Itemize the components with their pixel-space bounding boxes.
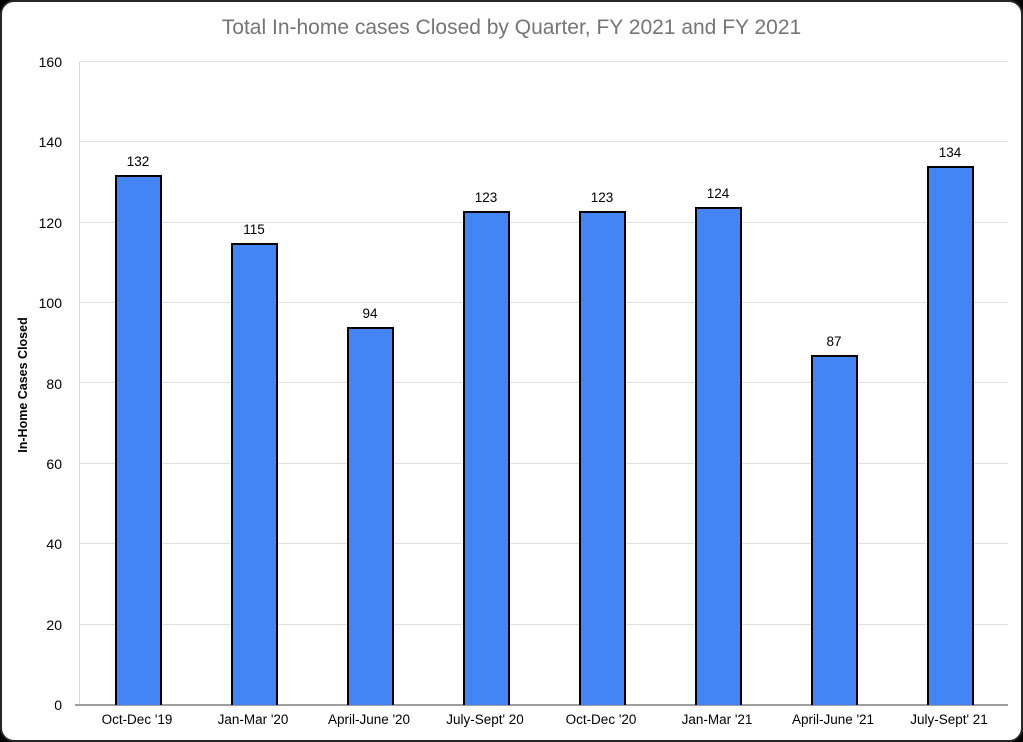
bar-value-label: 115 bbox=[243, 222, 265, 237]
bar-value-label: 132 bbox=[126, 154, 150, 169]
gridline-y-120 bbox=[80, 222, 1008, 223]
gridline-y-60 bbox=[80, 463, 1008, 464]
x-axis-label: July-Sept' 21 bbox=[910, 712, 988, 727]
bar-value-label: 123 bbox=[590, 190, 614, 205]
y-tick-label: 140 bbox=[38, 134, 62, 151]
bar-July-Sept' 20 bbox=[463, 211, 510, 705]
chart-title: Total In-home cases Closed by Quarter, F… bbox=[221, 16, 802, 39]
gridline-y-160 bbox=[80, 61, 1008, 62]
gridline-y-140 bbox=[80, 141, 1008, 142]
y-tick-label: 0 bbox=[54, 697, 62, 713]
y-tick-label: 20 bbox=[46, 616, 62, 633]
x-axis-label: Oct-Dec '20 bbox=[565, 712, 637, 727]
y-tick-label: 160 bbox=[38, 54, 62, 70]
x-axis-label: April-June '20 bbox=[327, 712, 411, 727]
x-axis-line bbox=[75, 704, 1008, 706]
bar-value-label: 94 bbox=[362, 306, 378, 321]
x-axis-label: April-June '21 bbox=[791, 712, 875, 727]
bar-April-June '20 bbox=[347, 327, 394, 705]
bar-value-label: 87 bbox=[826, 334, 842, 349]
bar-value-label: 123 bbox=[474, 190, 498, 205]
gridline-y-80 bbox=[80, 382, 1008, 383]
y-tick-label: 60 bbox=[46, 455, 62, 472]
x-axis-label: Jan-Mar '21 bbox=[681, 712, 753, 727]
x-axis-label: July-Sept' 20 bbox=[446, 712, 524, 727]
bar-April-June '21 bbox=[811, 355, 858, 705]
bar-Jan-Mar '20 bbox=[231, 243, 278, 705]
y-tick-label: 40 bbox=[46, 536, 62, 553]
x-axis-label: Oct-Dec '19 bbox=[101, 712, 173, 727]
bar-value-label: 134 bbox=[938, 145, 962, 160]
y-tick-label: 120 bbox=[38, 214, 62, 231]
x-axis-label: Jan-Mar '20 bbox=[217, 712, 289, 727]
gridline-y-20 bbox=[80, 624, 1008, 625]
y-tick-label: 80 bbox=[46, 375, 62, 392]
bar-Jan-Mar '21 bbox=[695, 207, 742, 705]
bar-Oct-Dec '20 bbox=[579, 211, 626, 705]
gridline-y-40 bbox=[80, 543, 1008, 544]
y-tick-label: 100 bbox=[38, 295, 62, 312]
plot-area: 132 115 94 123 123 124 87 134 bbox=[79, 61, 1008, 705]
bar-July-Sept' 21 bbox=[927, 166, 974, 705]
gridline-y-100 bbox=[80, 302, 1008, 303]
bar-value-label: 124 bbox=[706, 186, 730, 201]
bar-Oct-Dec '19 bbox=[115, 175, 162, 705]
